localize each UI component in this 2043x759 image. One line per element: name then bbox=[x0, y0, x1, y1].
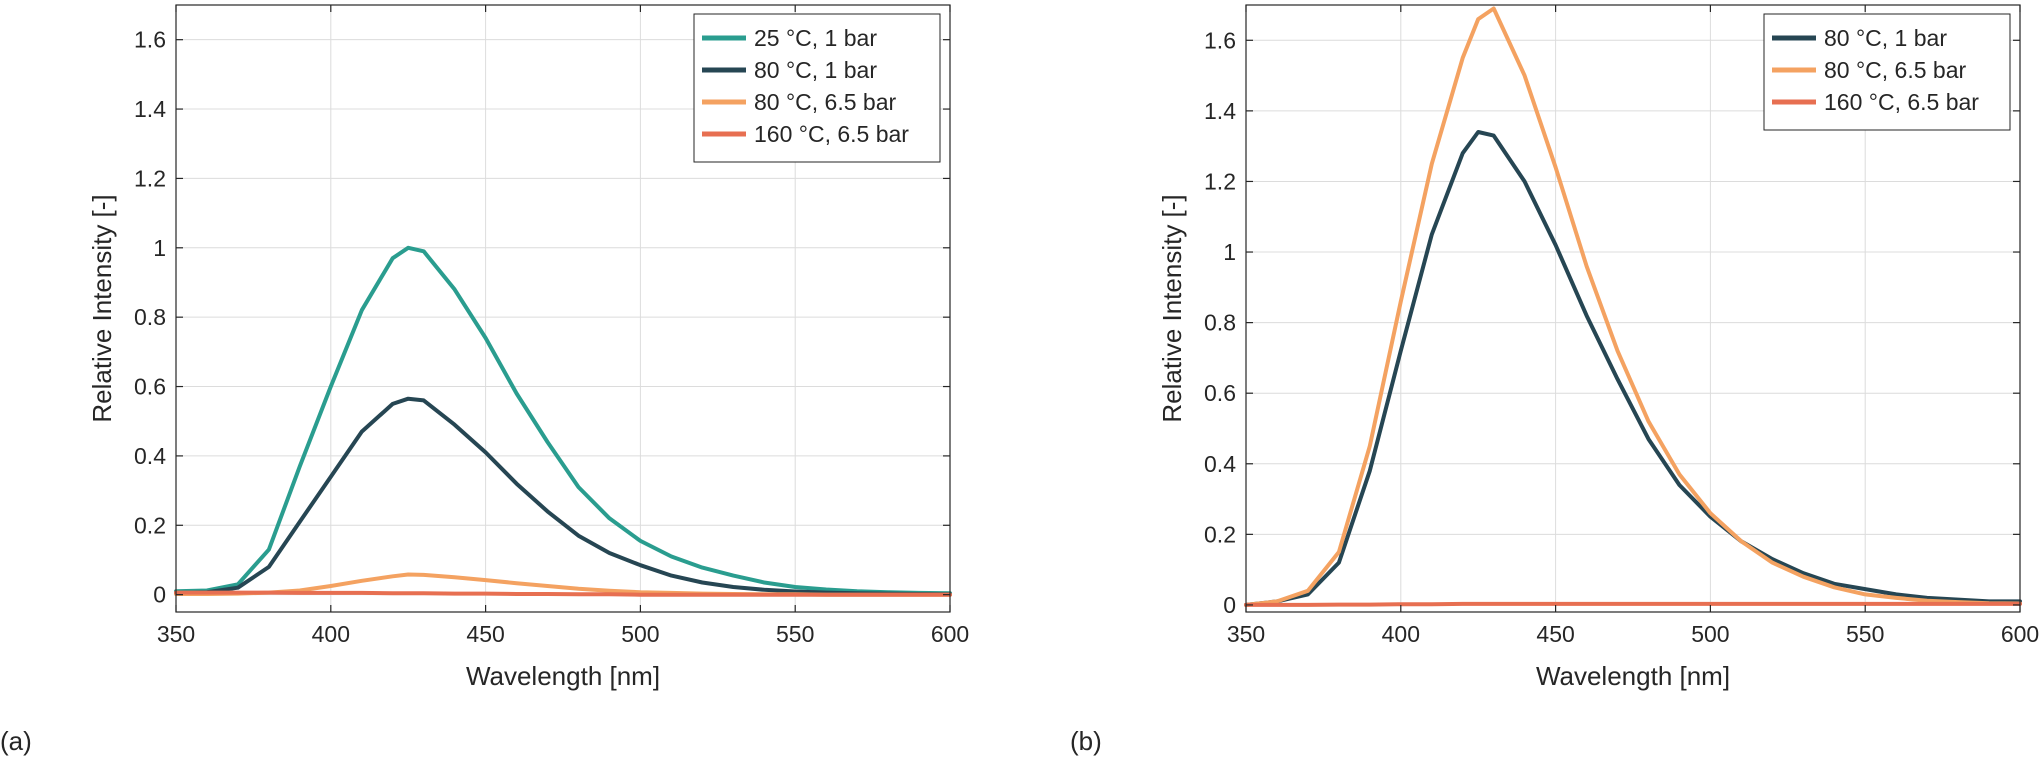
y-tick-label: 0.2 bbox=[1204, 521, 1236, 547]
y-tick-label: 0.8 bbox=[1204, 310, 1236, 336]
y-tick-label: 0 bbox=[1223, 592, 1236, 618]
legend-entry-1: 80 °C, 1 bar bbox=[1824, 25, 1947, 51]
y-tick-label: 1 bbox=[153, 235, 166, 261]
x-tick-label: 550 bbox=[776, 621, 814, 647]
y-tick-label: 0 bbox=[153, 582, 166, 608]
y-tick-label: 0.6 bbox=[134, 374, 166, 400]
y-tick-label: 1.6 bbox=[1204, 27, 1236, 53]
x-tick-label: 350 bbox=[1227, 621, 1265, 647]
x-tick-label: 450 bbox=[1536, 621, 1574, 647]
y-tick-label: 1.4 bbox=[134, 96, 166, 122]
y-axis-title: Relative Intensity [-] bbox=[1157, 194, 1187, 422]
chart-panel-2: 350 400 450 500 550 600 0 0.2 0.4 0.6 0.8 1 1.2 1.4 1.… bbox=[1070, 4, 2039, 756]
series-line-1 bbox=[174, 245, 952, 596]
series-line-4 bbox=[174, 590, 952, 597]
x-axis-title: Wavelength [nm] bbox=[1536, 661, 1730, 691]
y-tick-label: 0.4 bbox=[134, 443, 166, 469]
series-line-2 bbox=[174, 396, 952, 597]
y-tick-label: 1.2 bbox=[1204, 168, 1236, 194]
chart-panel-1: 350 400 450 500 550 600 0 0.2 0.4 0.6 0.8 1 1.2 1.4 1.… bbox=[0, 4, 969, 756]
x-tick-label: 500 bbox=[1691, 621, 1729, 647]
legend-entry-3: 160 °C, 6.5 bar bbox=[1824, 89, 1979, 115]
series-line-1 bbox=[1244, 130, 2022, 607]
x-axis-title: Wavelength [nm] bbox=[466, 661, 660, 691]
legend: 25 °C, 1 bar 80 °C, 1 bar 80 °C, 6.5 bar 16… bbox=[693, 13, 941, 163]
x-tick-label: 400 bbox=[312, 621, 350, 647]
panel-label: (b) bbox=[1070, 726, 1102, 756]
x-tick-label: 350 bbox=[157, 621, 195, 647]
y-tick-label: 1.2 bbox=[134, 165, 166, 191]
series-line-2 bbox=[1244, 6, 2022, 607]
legend: 80 °C, 1 bar 80 °C, 6.5 bar 160 °C, 6.5 ba… bbox=[1763, 13, 2011, 131]
legend-entry-4: 160 °C, 6.5 bar bbox=[754, 121, 909, 147]
y-tick-label: 0.4 bbox=[1204, 451, 1236, 477]
panel-label: (a) bbox=[0, 726, 32, 756]
y-tick-label: 0.6 bbox=[1204, 380, 1236, 406]
x-tick-label: 550 bbox=[1846, 621, 1884, 647]
axes-frame bbox=[175, 4, 951, 613]
series-line-3 bbox=[1244, 601, 2022, 607]
y-tick-label: 0.8 bbox=[134, 304, 166, 330]
x-tick-label: 500 bbox=[621, 621, 659, 647]
y-tick-label: 1.4 bbox=[1204, 98, 1236, 124]
y-tick-label: 1.6 bbox=[134, 27, 166, 53]
legend-entry-1: 25 °C, 1 bar bbox=[754, 25, 877, 51]
y-axis-title: Relative Intensity [-] bbox=[87, 194, 117, 422]
y-tick-label: 1 bbox=[1223, 239, 1236, 265]
axes-frame bbox=[1245, 4, 2021, 613]
x-tick-label: 450 bbox=[466, 621, 504, 647]
legend-entry-2: 80 °C, 1 bar bbox=[754, 57, 877, 83]
legend-entry-2: 80 °C, 6.5 bar bbox=[1824, 57, 1967, 83]
x-tick-label: 600 bbox=[2001, 621, 2039, 647]
x-tick-label: 600 bbox=[931, 621, 969, 647]
x-tick-label: 400 bbox=[1382, 621, 1420, 647]
legend-entry-3: 80 °C, 6.5 bar bbox=[754, 89, 897, 115]
y-tick-label: 0.2 bbox=[134, 512, 166, 538]
